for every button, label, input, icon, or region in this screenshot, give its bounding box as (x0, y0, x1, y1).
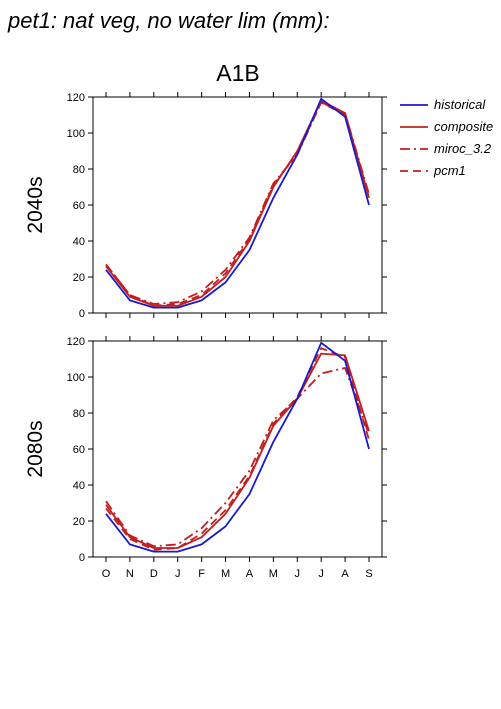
x-tick-label: M (221, 568, 230, 580)
y-tick-label: 20 (73, 516, 85, 528)
y-tick-label: 120 (67, 92, 85, 104)
y-tick-label: 120 (67, 336, 85, 348)
y-tick-label: 20 (73, 272, 85, 284)
legend: historical composite miroc_3.2 pcm1 (400, 97, 493, 178)
series-line-historical (105, 97, 370, 309)
x-tick-label: J (295, 568, 301, 580)
y-tick-label: 40 (73, 480, 85, 492)
x-tick-label: A (341, 568, 349, 580)
plot-frame (92, 96, 383, 314)
y-tick-label: 0 (79, 552, 85, 564)
y-tick-label: 40 (73, 236, 85, 248)
plot-frame (92, 340, 383, 558)
legend-label: composite (434, 119, 493, 134)
y-tick-label: 100 (67, 128, 85, 140)
panel-2080s: 0 20 40 60 80 100 120 2080s (24, 336, 387, 564)
series-line-composite (105, 352, 370, 549)
y-tick-label: 100 (67, 372, 85, 384)
legend-label: miroc_3.2 (434, 141, 492, 156)
x-tick-label: S (365, 568, 372, 580)
y-tick-label: 80 (73, 408, 85, 420)
scenario-label: A1B (216, 60, 259, 86)
series-line-miroc-3-2 (105, 367, 370, 548)
x-tick-label: O (102, 568, 111, 580)
x-tick-label: J (318, 568, 324, 580)
series-line-miroc-3-2 (105, 101, 370, 305)
series-line-composite (105, 99, 370, 307)
x-tick-label: J (175, 568, 181, 580)
y-tick-label: 60 (73, 200, 85, 212)
y-tick-label: 80 (73, 164, 85, 176)
series-line-pcm1 (105, 101, 370, 307)
y-tick-label: 0 (79, 308, 85, 320)
page-title: pet1: nat veg, no water lim (mm): (8, 8, 330, 33)
legend-label: historical (434, 97, 486, 112)
panel-2040s: 0 20 40 60 80 100 120 2040s (24, 92, 387, 320)
x-tick-label: N (126, 568, 134, 580)
x-tick-label: M (269, 568, 278, 580)
x-tick-label: F (198, 568, 205, 580)
legend-label: pcm1 (433, 163, 466, 178)
panel-ylabel: 2040s (24, 176, 47, 233)
series-line-historical (105, 341, 370, 553)
x-tick-label: A (246, 568, 254, 580)
y-tick-label: 60 (73, 444, 85, 456)
series-line-pcm1 (105, 347, 370, 551)
panel-ylabel: 2080s (24, 420, 47, 477)
x-tick-label: D (150, 568, 158, 580)
